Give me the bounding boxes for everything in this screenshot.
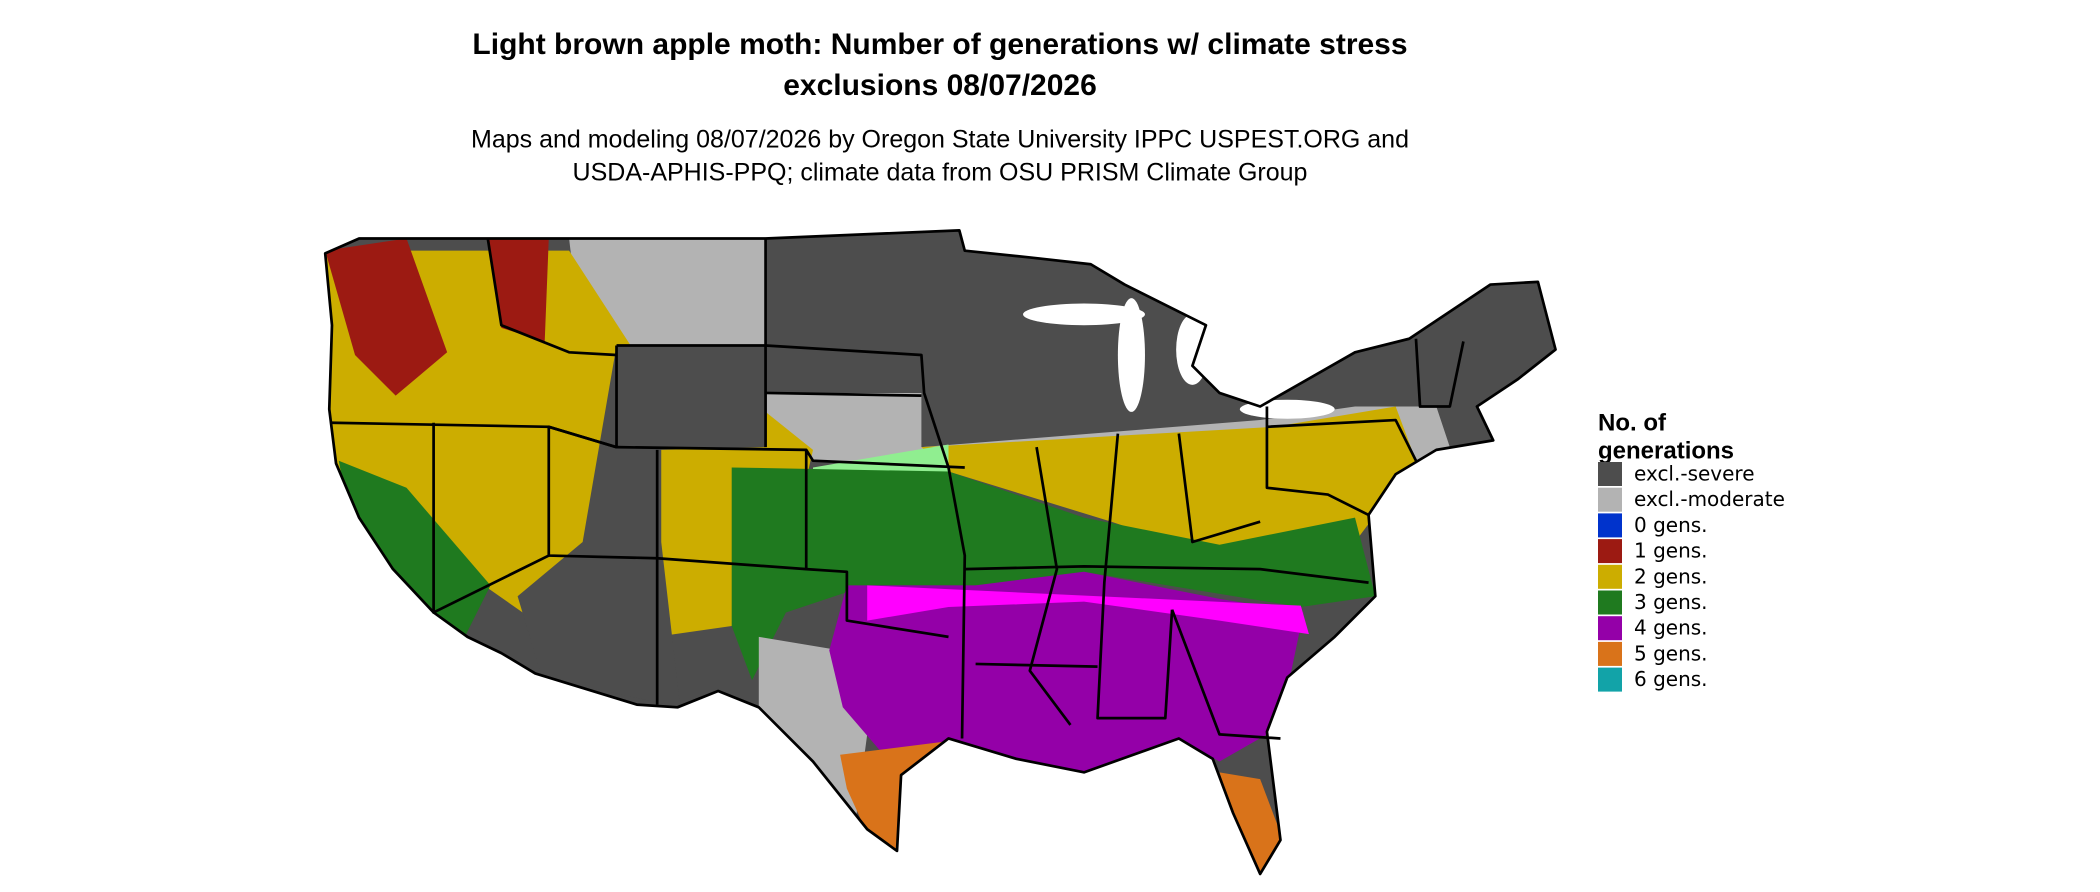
zone-1 xyxy=(487,238,549,342)
legend-swatch xyxy=(1598,641,1622,666)
lake xyxy=(1023,303,1145,326)
legend: No. of generations excl.-severeexcl.-mod… xyxy=(1598,409,1785,692)
legend-title: No. of xyxy=(1598,409,1667,436)
border xyxy=(1177,433,1261,544)
legend-label: 0 gens. xyxy=(1634,513,1708,537)
legend-swatch xyxy=(1598,667,1622,692)
border xyxy=(964,565,1369,584)
title: Light brown apple moth: Number of genera… xyxy=(472,28,1407,61)
legend-label: excl.-moderate xyxy=(1634,487,1785,511)
zone-1 xyxy=(325,238,448,396)
border xyxy=(1265,406,1370,517)
legend-swatch xyxy=(1598,616,1622,641)
zone-4-edge xyxy=(867,585,1309,635)
legend-swatch xyxy=(1598,487,1622,512)
legend-label: 3 gens. xyxy=(1634,590,1708,614)
zone-5 xyxy=(840,741,949,851)
state-borders xyxy=(323,228,1557,876)
legend-label: 6 gens. xyxy=(1634,667,1708,691)
border xyxy=(1414,338,1465,408)
zone-5 xyxy=(1219,772,1284,874)
border xyxy=(323,228,1557,876)
title: exclusions 08/07/2026 xyxy=(783,69,1097,102)
legend-title: generations xyxy=(1598,437,1734,464)
great-lakes xyxy=(1023,298,1335,419)
zone-3 xyxy=(338,460,491,640)
lake xyxy=(1176,314,1209,385)
legend-label: 4 gens. xyxy=(1634,616,1708,640)
subtitle: USDA-APHIS-PPQ; climate data from OSU PR… xyxy=(573,159,1308,187)
legend-label: 1 gens. xyxy=(1634,539,1708,563)
border xyxy=(1096,433,1174,720)
legend-swatch xyxy=(1598,564,1622,589)
border xyxy=(331,421,965,469)
border xyxy=(432,422,550,614)
border xyxy=(486,238,617,357)
legend-label: 2 gens. xyxy=(1634,564,1708,588)
subtitle: Maps and modeling 08/07/2026 by Oregon S… xyxy=(471,126,1409,154)
zone-severe xyxy=(517,345,766,708)
border xyxy=(1028,446,1072,726)
legend-swatch xyxy=(1598,590,1622,615)
zone-4 xyxy=(829,571,1304,776)
border xyxy=(616,344,967,739)
border xyxy=(975,662,1098,669)
border xyxy=(1170,609,1281,740)
legend-swatch xyxy=(1598,539,1622,564)
legend-label: excl.-severe xyxy=(1634,462,1755,486)
legend-label: 5 gens. xyxy=(1634,641,1708,665)
lake xyxy=(1117,298,1145,412)
border xyxy=(1266,418,1418,462)
map-fill xyxy=(325,230,1556,874)
lake xyxy=(1239,399,1335,419)
legend-swatch xyxy=(1598,513,1622,538)
border xyxy=(765,391,922,398)
zone-3 xyxy=(731,467,1376,681)
map xyxy=(323,228,1557,876)
legend-swatch xyxy=(1598,462,1622,486)
